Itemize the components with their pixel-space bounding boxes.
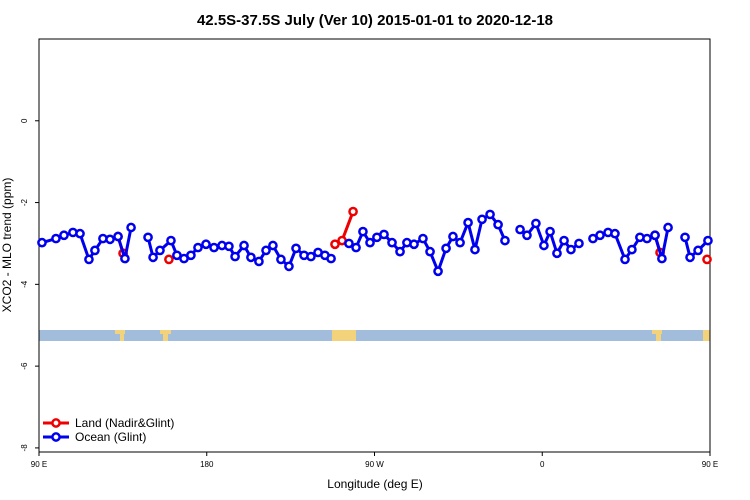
point [539,240,549,251]
point [485,209,495,220]
point [351,242,361,253]
point [51,233,61,244]
legend-marker [51,418,61,428]
point [477,214,487,225]
point [657,253,667,264]
point [120,253,130,264]
point [545,226,555,237]
point [246,252,256,263]
y-tick-label: -6 [20,362,29,370]
point [164,254,174,265]
point [620,254,630,265]
y-tick-label: -2 [20,198,29,206]
point [75,228,85,239]
x-tick-label: 0 [540,460,545,469]
point [284,261,294,272]
x-tick-label: 180 [200,460,214,469]
point [610,228,620,239]
point [500,235,510,246]
plot-frame [38,38,711,453]
point [703,235,713,246]
point [448,231,458,242]
point [193,242,203,253]
point [493,219,503,230]
series-line [41,212,710,276]
y-axis-label: XCO2 - MLO trend (ppm) [0,178,14,313]
point [559,235,569,246]
point [268,240,278,251]
point [143,232,153,243]
point [126,222,136,233]
point [59,230,69,241]
point [433,266,443,277]
point [201,239,211,250]
point [37,237,47,248]
legend-marker [51,432,61,442]
point [330,239,340,250]
point [239,240,249,251]
point [326,253,336,264]
point [291,243,301,254]
point [379,229,389,240]
point [702,254,712,265]
x-tick-label: 90 E [702,460,718,469]
point [230,251,240,262]
point [595,230,605,241]
point [663,222,673,233]
point [680,232,690,243]
y-tick-label: -8 [20,444,29,452]
point [409,239,419,250]
point [166,235,176,246]
legend-label: Ocean (Glint) [75,430,146,444]
point [261,245,271,256]
point [344,238,354,249]
point [650,230,660,241]
point [209,242,219,253]
point [685,252,695,263]
point [365,237,375,248]
point [425,246,435,257]
y-tick-label: 0 [20,118,29,123]
point [155,245,165,256]
x-tick-label: 90 W [365,460,384,469]
point [441,243,451,254]
chart-title: 42.5S-37.5S July (Ver 10) 2015-01-01 to … [197,12,553,29]
point [186,250,196,261]
point [113,231,123,242]
legend-label: Land (Nadir&Glint) [75,416,174,430]
point [105,234,115,245]
x-tick-label: 90 E [31,460,47,469]
point [84,254,94,265]
y-tick-label: -4 [20,280,29,288]
point [348,206,358,217]
surface-mask [39,330,710,341]
point [148,252,158,263]
point [276,254,286,265]
point [455,237,465,248]
point [470,244,480,255]
point [254,256,264,267]
point [358,226,368,237]
point [522,230,532,241]
point [693,245,703,256]
point [552,248,562,259]
point [515,224,525,235]
point [90,245,100,256]
point [642,233,652,244]
point [627,244,637,255]
point [387,237,397,248]
point [418,233,428,244]
point [306,251,316,262]
point [531,218,541,229]
x-axis-label: Longitude (deg E) [327,477,422,491]
point [574,238,584,249]
point [566,244,576,255]
point [395,246,405,257]
point [463,217,473,228]
point [224,241,234,252]
